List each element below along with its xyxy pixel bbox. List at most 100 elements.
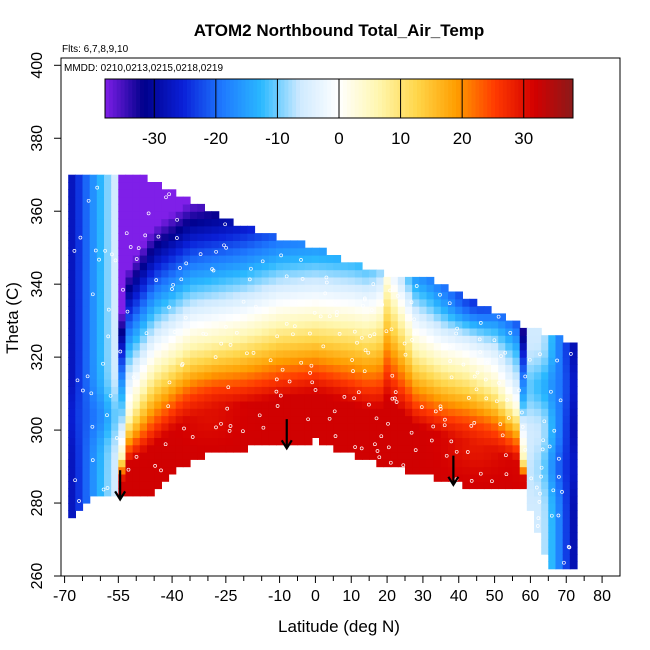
heatmap-cell	[498, 437, 506, 446]
heatmap-cell	[211, 262, 220, 271]
heatmap-cell	[132, 211, 141, 220]
heatmap-cell	[82, 182, 91, 190]
colorbar-tick-label: -10	[265, 129, 290, 148]
heatmap-cell	[569, 452, 578, 460]
observation-point	[308, 371, 312, 375]
heatmap-cell	[534, 459, 542, 468]
heatmap-cell	[426, 335, 435, 344]
colorbar-swatch	[144, 79, 149, 118]
heatmap-cell	[541, 342, 549, 351]
heatmap-cell	[534, 430, 542, 438]
heatmap-cell	[247, 225, 256, 234]
heatmap-cell	[340, 379, 349, 387]
observation-point	[356, 390, 361, 395]
observation-point	[101, 487, 106, 492]
heatmap-cell	[311, 371, 320, 380]
observation-point	[121, 287, 125, 292]
heatmap-cell	[225, 400, 234, 409]
heatmap-cell	[304, 298, 313, 307]
heatmap-cell	[168, 240, 177, 249]
heatmap-cell	[190, 452, 198, 460]
heatmap-cell	[276, 327, 284, 336]
heatmap-cell	[569, 400, 578, 409]
heatmap-cell	[455, 291, 463, 300]
heatmap-cell	[419, 284, 428, 293]
heatmap-cell	[125, 379, 134, 387]
heatmap-cell	[376, 327, 385, 336]
heatmap-cell	[376, 415, 385, 424]
colorbar-swatch	[202, 79, 207, 118]
heatmap-cell	[190, 357, 198, 365]
heatmap-cell	[469, 364, 478, 373]
heatmap-cell	[261, 408, 270, 417]
heatmap-cell	[204, 298, 213, 307]
colorbar-swatch	[225, 79, 231, 118]
heatmap-cell	[347, 306, 356, 314]
heatmap-cell	[197, 298, 205, 307]
colorbar-swatch	[565, 79, 570, 118]
observation-point	[144, 331, 149, 336]
observation-point	[371, 282, 376, 286]
heatmap-cell	[68, 291, 76, 300]
heatmap-cell	[405, 437, 413, 446]
heatmap-cell	[383, 335, 392, 344]
heatmap-cell	[433, 422, 442, 431]
heatmap-cell	[161, 371, 170, 380]
heatmap-cell	[154, 189, 162, 198]
heatmap-cell	[541, 408, 549, 417]
observation-point	[103, 248, 107, 253]
heatmap-cell	[125, 269, 134, 278]
heatmap-cell	[89, 452, 98, 460]
heatmap-cell	[354, 262, 363, 271]
heatmap-cell	[261, 255, 270, 263]
heatmap-cell	[132, 400, 141, 409]
heatmap-cell	[132, 189, 141, 198]
heatmap-cell	[204, 233, 213, 241]
heatmap-cell	[175, 335, 184, 344]
heatmap-cell	[104, 218, 112, 227]
heatmap-cell	[154, 240, 162, 249]
heatmap-cell	[233, 437, 241, 446]
observation-point	[182, 426, 186, 431]
heatmap-cell	[548, 488, 557, 497]
heatmap-cell	[276, 269, 284, 278]
heatmap-cell	[405, 386, 413, 395]
heatmap-cell	[548, 437, 557, 446]
heatmap-cell	[362, 422, 370, 431]
heatmap-cell	[75, 313, 84, 322]
observation-point	[401, 463, 406, 468]
heatmap-cell	[383, 284, 392, 293]
heatmap-cell	[197, 225, 205, 234]
heatmap-cell	[89, 182, 98, 190]
heatmap-cell	[469, 393, 478, 402]
heatmap-cell	[139, 422, 148, 431]
heatmap-cell	[541, 379, 549, 387]
heatmap-cell	[225, 335, 234, 344]
heatmap-cell	[562, 546, 571, 555]
heatmap-cell	[75, 320, 84, 329]
heatmap-cell	[254, 269, 263, 278]
heatmap-cell	[297, 379, 306, 387]
heatmap-cell	[483, 306, 492, 314]
heatmap-cell	[82, 408, 91, 417]
heatmap-cell	[139, 459, 148, 468]
heatmap-cell	[491, 371, 499, 380]
heatmap-cell	[297, 422, 306, 431]
heatmap-cell	[498, 466, 506, 475]
heatmap-cell	[476, 444, 485, 453]
heatmap-cell	[240, 284, 248, 293]
heatmap-cell	[125, 320, 134, 329]
arrow-markers	[114, 419, 460, 502]
observation-point	[508, 331, 513, 335]
heatmap-cell	[125, 240, 134, 249]
colorbar-swatch	[190, 79, 196, 118]
observation-point	[529, 476, 534, 481]
heatmap-cell	[240, 415, 248, 424]
heatmap-cell	[154, 320, 162, 329]
heatmap-cell	[512, 320, 521, 329]
plot-frame	[60, 57, 621, 577]
heatmap-cell	[261, 233, 270, 241]
heatmap-cell	[354, 342, 363, 351]
arrow-head	[114, 490, 127, 502]
heatmap-cell	[412, 306, 420, 314]
